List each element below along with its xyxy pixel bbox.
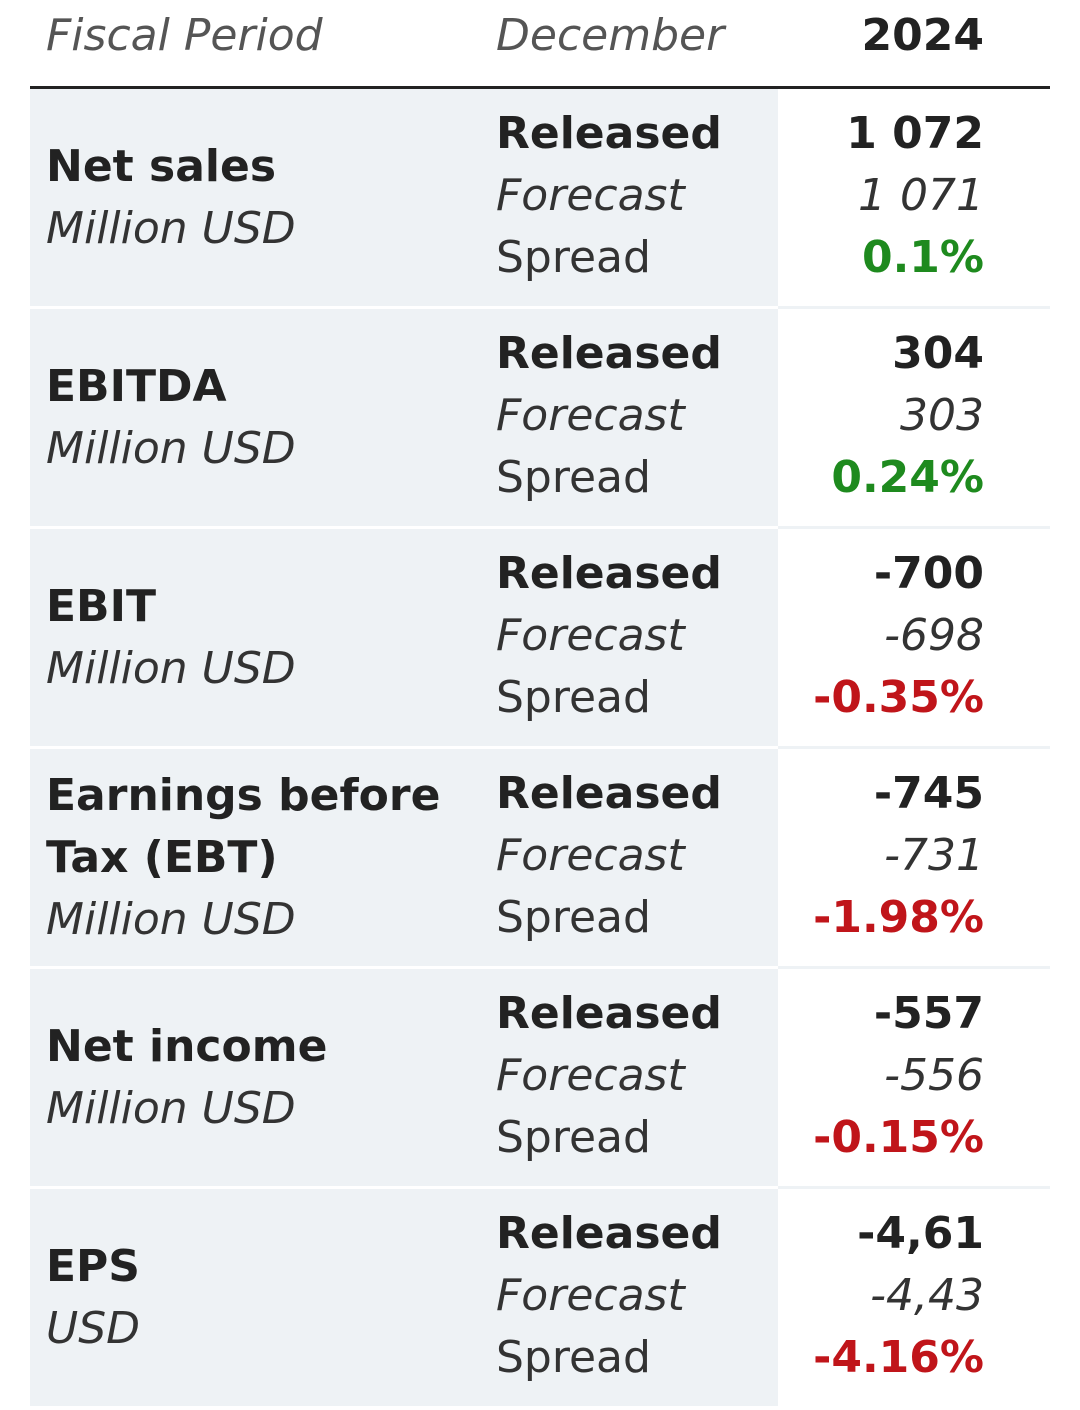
spread-value: -0.35%: [813, 672, 984, 723]
row-background: [30, 309, 778, 526]
metric-unit: Million USD: [46, 642, 296, 694]
row-background: [30, 529, 778, 746]
row-values: 304 303 0.24%: [831, 323, 984, 509]
forecast-label: Forecast: [496, 1270, 685, 1321]
spread-value: -4.16%: [813, 1332, 984, 1383]
table-row-eps: EPS USD Released Forecast Spread -4,61 -…: [30, 1189, 1050, 1406]
metric-unit: Million USD: [46, 1082, 296, 1134]
year-label: 2024: [861, 10, 984, 61]
earnings-table: Net sales Million USD Released Forecast …: [30, 89, 1050, 1409]
table-row-ebit: EBIT Million USD Released Forecast Sprea…: [30, 529, 1050, 749]
table-row-net-sales: Net sales Million USD Released Forecast …: [30, 89, 1050, 309]
table-row-ebitda: EBITDA Million USD Released Forecast Spr…: [30, 309, 1050, 529]
metric-name: EBIT: [46, 580, 156, 632]
row-divider: [778, 1186, 1050, 1189]
row-labels: Released Forecast Spread: [496, 323, 722, 509]
forecast-value: -731: [884, 830, 984, 881]
row-labels: Released Forecast Spread: [496, 763, 722, 949]
released-label: Released: [496, 1208, 722, 1259]
row-background: [30, 749, 778, 966]
row-values: -557 -556 -0.15%: [813, 983, 984, 1169]
forecast-value: -698: [884, 610, 984, 661]
released-value: -745: [873, 768, 984, 819]
metric-name: EBITDA: [46, 360, 227, 412]
forecast-value: -556: [884, 1050, 984, 1101]
spread-value: 0.24%: [831, 452, 984, 503]
row-labels: Released Forecast Spread: [496, 983, 722, 1169]
spread-label: Spread: [496, 232, 651, 283]
row-values: 1 072 1 071 0.1%: [846, 103, 984, 289]
row-values: -700 -698 -0.35%: [813, 543, 984, 729]
row-divider: [778, 746, 1050, 749]
row-divider: [778, 526, 1050, 529]
metric-cell: EBIT Million USD: [46, 576, 446, 700]
metric-cell: EBITDA Million USD: [46, 356, 446, 480]
row-labels: Released Forecast Spread: [496, 103, 722, 289]
released-label: Released: [496, 988, 722, 1039]
spread-value: -1.98%: [813, 892, 984, 943]
metric-cell: Earnings before Tax (EBT) Million USD: [46, 765, 446, 951]
row-divider: [778, 966, 1050, 969]
row-background: [30, 969, 778, 1186]
row-labels: Released Forecast Spread: [496, 543, 722, 729]
spread-value: -0.15%: [813, 1112, 984, 1163]
forecast-value: 303: [900, 390, 984, 441]
released-label: Released: [496, 328, 722, 379]
metric-unit: Million USD: [46, 202, 296, 254]
metric-unit: Million USD: [46, 893, 296, 945]
released-label: Released: [496, 108, 722, 159]
spread-label: Spread: [496, 1112, 651, 1163]
forecast-label: Forecast: [496, 390, 685, 441]
row-values: -4,61 -4,43 -4.16%: [813, 1203, 984, 1389]
spread-value: 0.1%: [861, 232, 984, 283]
table-row-ebt: Earnings before Tax (EBT) Million USD Re…: [30, 749, 1050, 969]
table-header: Fiscal Period December 2024: [30, 0, 1050, 89]
table-row-net-income: Net income Million USD Released Forecast…: [30, 969, 1050, 1189]
metric-unit: USD: [46, 1302, 141, 1354]
metric-name: Net income: [46, 1020, 328, 1072]
forecast-value: -4,43: [870, 1270, 984, 1321]
metric-cell: Net income Million USD: [46, 1016, 446, 1140]
metric-cell: Net sales Million USD: [46, 136, 446, 260]
released-value: -700: [873, 548, 984, 599]
released-value: 1 072: [846, 108, 984, 159]
released-value: -4,61: [857, 1208, 984, 1259]
released-label: Released: [496, 548, 722, 599]
spread-label: Spread: [496, 672, 651, 723]
period-label: December: [496, 10, 725, 61]
forecast-value: 1 071: [858, 170, 984, 221]
row-background: [30, 1189, 778, 1406]
spread-label: Spread: [496, 1332, 651, 1383]
row-divider: [778, 306, 1050, 309]
forecast-label: Forecast: [496, 1050, 685, 1101]
forecast-label: Forecast: [496, 610, 685, 661]
forecast-label: Forecast: [496, 830, 685, 881]
released-value: 304: [892, 328, 984, 379]
metric-name: Net sales: [46, 140, 277, 192]
row-labels: Released Forecast Spread: [496, 1203, 722, 1389]
metric-unit: Million USD: [46, 422, 296, 474]
metric-cell: EPS USD: [46, 1236, 446, 1360]
spread-label: Spread: [496, 452, 651, 503]
row-background: [30, 89, 778, 306]
metric-name: Earnings before Tax (EBT): [46, 769, 441, 883]
metric-name: EPS: [46, 1240, 140, 1292]
fiscal-period-label: Fiscal Period: [46, 10, 323, 61]
forecast-label: Forecast: [496, 170, 685, 221]
released-label: Released: [496, 768, 722, 819]
spread-label: Spread: [496, 892, 651, 943]
released-value: -557: [873, 988, 984, 1039]
row-values: -745 -731 -1.98%: [813, 763, 984, 949]
